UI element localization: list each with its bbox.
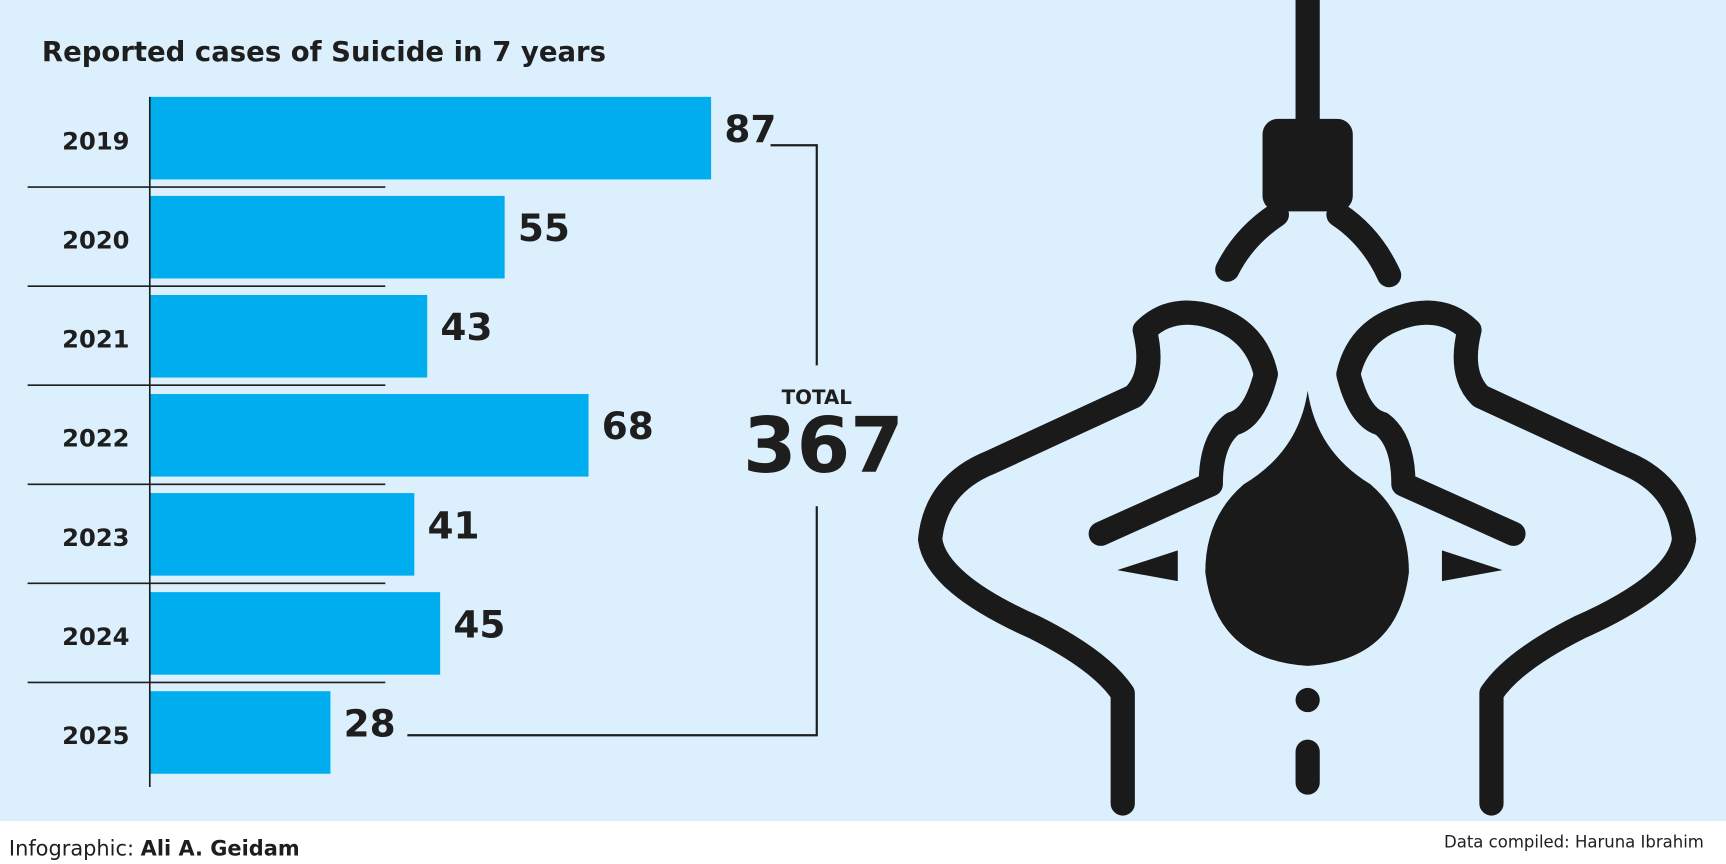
bar <box>149 96 712 180</box>
credit: Infographic: Ali A. Geidam <box>9 837 300 861</box>
credit-label: Infographic: <box>9 837 134 861</box>
y-tick-label: 2023 <box>62 524 129 552</box>
icon <box>918 0 1697 816</box>
total-label: TOTAL <box>782 386 853 409</box>
bar <box>149 493 415 576</box>
value-label: 68 <box>602 404 654 448</box>
value-label: 41 <box>428 503 480 547</box>
value-label: 28 <box>344 701 396 745</box>
value-label: 45 <box>453 602 505 646</box>
bar <box>149 394 589 477</box>
credit-name: Ali A. Geidam <box>141 837 300 861</box>
icon-dash <box>1295 739 1320 795</box>
icon-head <box>1205 390 1409 666</box>
y-tick-label: 2024 <box>62 623 129 651</box>
source: Data compiled: Haruna Ibrahim <box>1444 833 1704 852</box>
icon-dot <box>1295 687 1320 713</box>
bar <box>149 691 331 774</box>
bar <box>149 195 505 279</box>
chart-title: Reported cases of Suicide in 7 years <box>42 36 606 68</box>
bracket <box>770 144 818 366</box>
y-tick-label: 2025 <box>62 722 129 750</box>
value-label: 43 <box>440 305 492 349</box>
total-value: 367 <box>743 401 904 491</box>
bar <box>149 592 441 675</box>
value-label: 87 <box>724 107 776 151</box>
y-tick-label: 2020 <box>62 227 129 255</box>
icon-knot <box>1262 118 1353 212</box>
y-tick-label: 2022 <box>62 425 129 453</box>
bar <box>149 294 428 378</box>
y-tick-label: 2021 <box>62 326 129 354</box>
bracket <box>407 506 818 737</box>
y-tick-label: 2019 <box>62 128 129 156</box>
value-label: 55 <box>518 206 570 250</box>
